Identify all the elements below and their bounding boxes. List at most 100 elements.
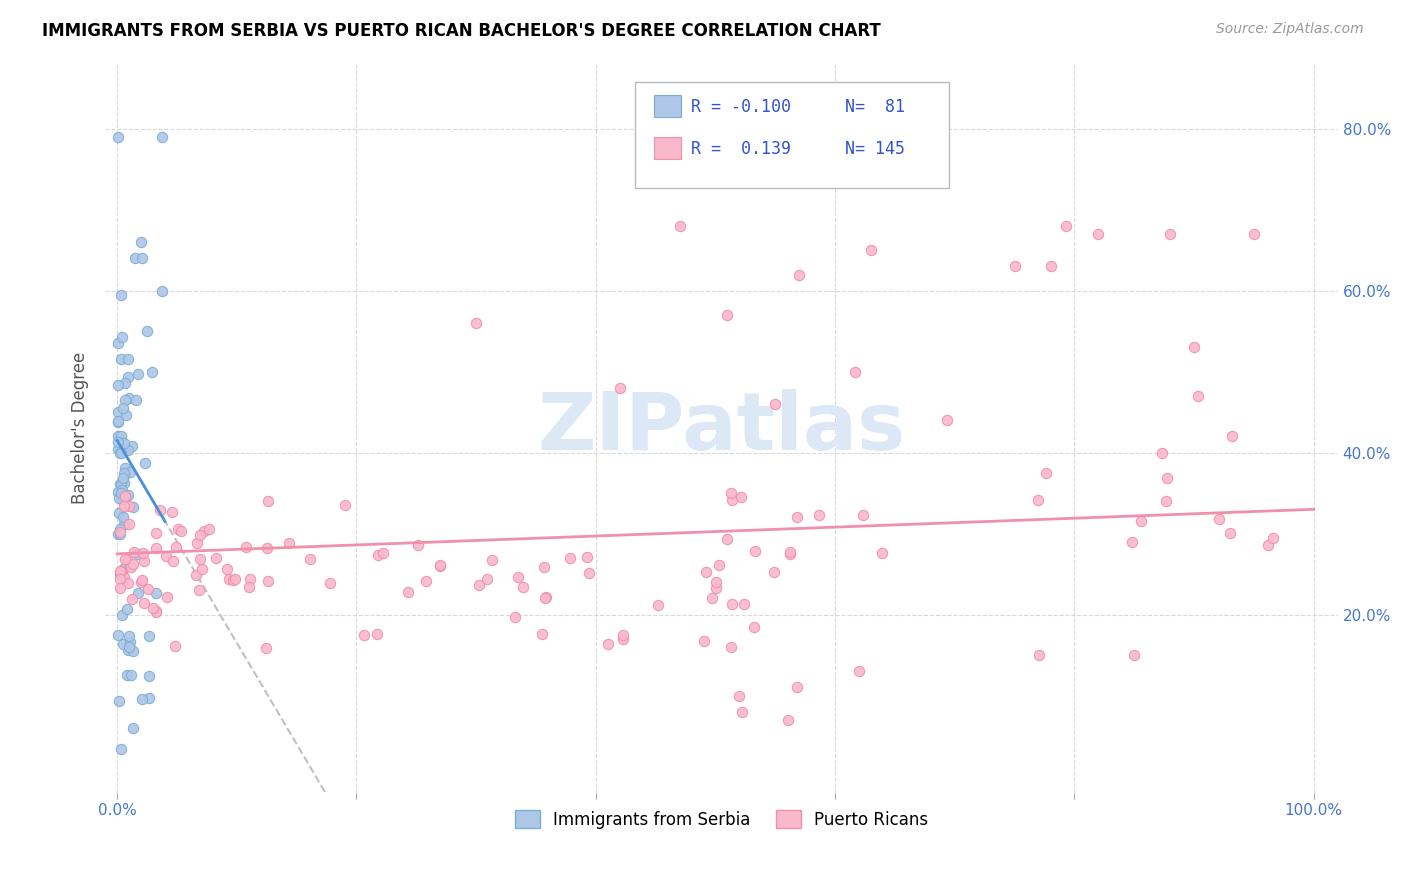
Point (114, 392, 136, 407)
Point (112, 499, 135, 513)
Point (108, 581, 131, 595)
Point (1257, 538, 1279, 552)
Point (188, 552, 211, 566)
FancyBboxPatch shape (636, 82, 949, 188)
Point (127, 547, 149, 561)
Text: ZIPatlas: ZIPatlas (537, 389, 905, 467)
Point (222, 573, 245, 587)
Point (695, 566, 717, 580)
Point (668, 219, 690, 233)
Point (145, 604, 167, 618)
Point (110, 486, 132, 500)
Point (107, 415, 129, 429)
Point (716, 533, 738, 547)
Point (558, 550, 581, 565)
Point (716, 308, 738, 322)
Point (190, 528, 212, 542)
Point (1220, 429, 1243, 443)
Point (786, 510, 808, 524)
Point (115, 601, 138, 615)
Point (1263, 532, 1285, 546)
Point (1054, 219, 1077, 233)
Point (114, 442, 136, 457)
Point (107, 335, 129, 350)
Point (110, 564, 132, 578)
Point (108, 506, 131, 520)
Point (512, 580, 534, 594)
Point (742, 620, 765, 634)
Point (122, 500, 145, 514)
Point (721, 597, 744, 611)
Point (108, 564, 131, 578)
Point (596, 638, 619, 652)
Point (468, 578, 491, 592)
Point (257, 493, 280, 508)
Point (114, 467, 136, 482)
Point (115, 408, 138, 422)
Point (117, 516, 139, 531)
Point (108, 445, 131, 459)
Point (114, 552, 136, 566)
Point (136, 324, 159, 338)
Point (108, 567, 131, 582)
Point (118, 640, 141, 654)
Point (107, 526, 129, 541)
Text: N= 145: N= 145 (845, 140, 904, 158)
Point (117, 351, 139, 366)
Point (787, 268, 810, 282)
Point (108, 491, 131, 505)
Point (156, 590, 179, 604)
Point (218, 572, 240, 586)
Point (111, 607, 134, 622)
Point (110, 288, 132, 302)
Point (107, 414, 129, 428)
Point (1184, 340, 1206, 354)
Point (112, 436, 135, 450)
Point (720, 640, 742, 655)
Point (728, 689, 751, 703)
Point (872, 546, 894, 560)
Point (1028, 648, 1050, 662)
Point (127, 367, 149, 381)
Point (1187, 389, 1209, 403)
Point (112, 475, 135, 490)
Point (744, 544, 766, 558)
Point (807, 508, 830, 522)
Point (110, 352, 132, 367)
Point (730, 490, 752, 504)
Point (367, 548, 389, 562)
Point (256, 541, 278, 556)
Point (1156, 494, 1178, 508)
Point (117, 370, 139, 384)
Point (217, 562, 239, 576)
Point (121, 592, 143, 607)
Point (165, 540, 187, 554)
Point (1243, 227, 1265, 241)
Point (190, 562, 212, 576)
Point (257, 574, 280, 588)
Point (131, 252, 153, 266)
Point (118, 465, 141, 479)
Point (107, 129, 129, 144)
Point (465, 316, 488, 330)
Point (134, 596, 156, 610)
Point (406, 538, 429, 552)
Point (575, 550, 598, 565)
Point (170, 524, 193, 538)
Point (1087, 227, 1109, 241)
Point (278, 536, 301, 550)
Point (429, 558, 451, 573)
Point (481, 553, 503, 567)
Point (111, 401, 134, 416)
Point (353, 628, 375, 642)
Point (138, 629, 160, 643)
Point (114, 460, 136, 475)
Point (117, 443, 139, 458)
Point (117, 499, 139, 513)
Point (118, 391, 141, 405)
Point (1159, 227, 1181, 241)
Point (1123, 648, 1146, 662)
Point (120, 560, 142, 574)
Point (129, 574, 152, 589)
Point (1152, 445, 1174, 459)
